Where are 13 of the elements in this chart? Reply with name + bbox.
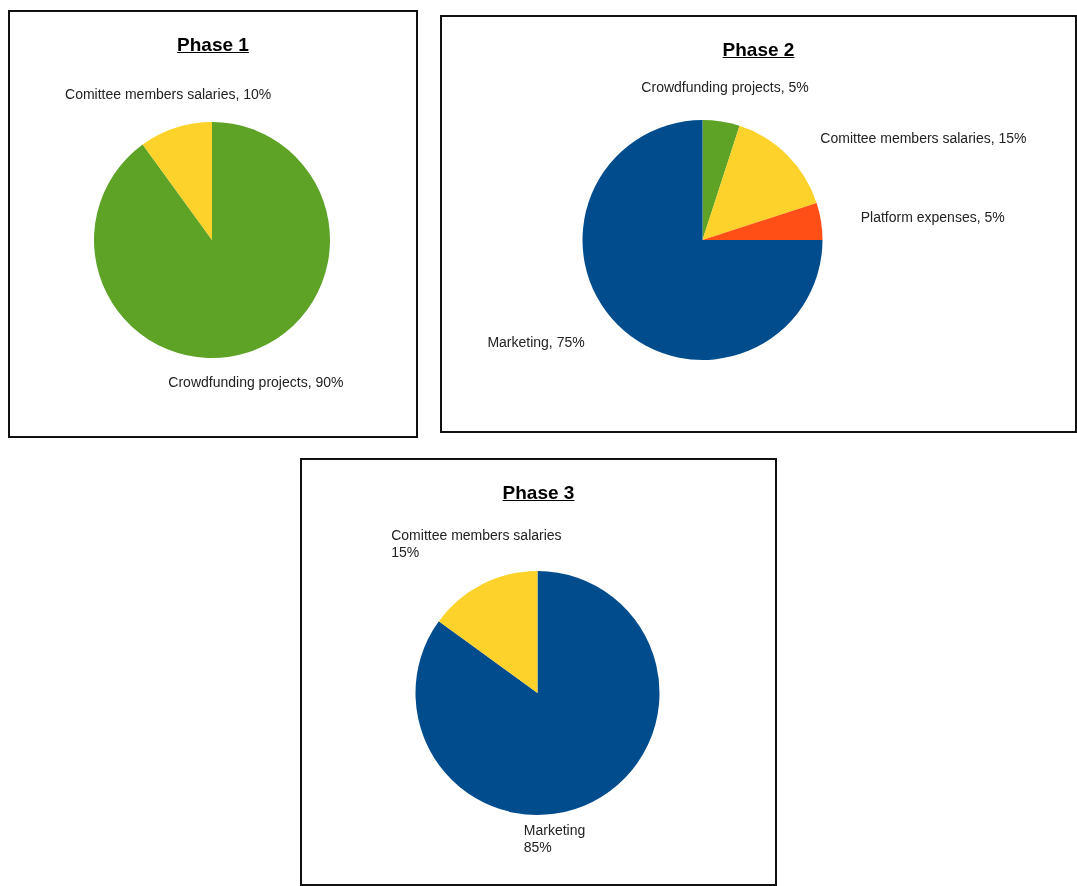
slice-label: Crowdfunding projects, 90% bbox=[168, 374, 344, 391]
slice-label: Crowdfunding projects, 5% bbox=[641, 78, 809, 95]
slice-label: Comittee members salaries, 10% bbox=[65, 85, 272, 102]
data-label: 15% bbox=[391, 543, 420, 560]
chart-title: Phase 1 bbox=[176, 34, 250, 57]
slice-label: Comittee members salaries, 15% bbox=[820, 130, 1027, 147]
slice-label: Marketing, 75% bbox=[487, 333, 585, 350]
slice-label: Platform expenses, 5% bbox=[860, 209, 1005, 226]
slice-label: Comittee members salaries bbox=[391, 526, 562, 543]
data-label: 85% bbox=[523, 839, 552, 856]
slice-label: Marketing bbox=[523, 822, 586, 839]
chart-title: Phase 3 bbox=[501, 482, 576, 505]
chart-title: Phase 2 bbox=[721, 39, 796, 62]
